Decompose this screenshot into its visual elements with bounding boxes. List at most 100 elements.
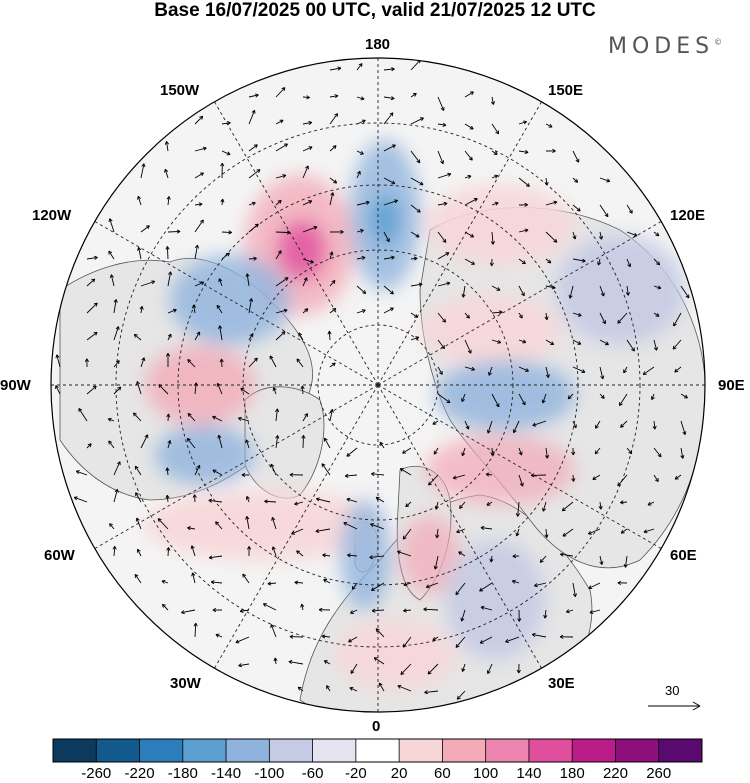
wind-vector <box>326 685 331 692</box>
wind-vector <box>464 231 475 238</box>
wind-vector <box>545 285 556 290</box>
wind-vector <box>433 555 439 570</box>
reference-vector-label: 30 <box>665 683 680 698</box>
wind-vector <box>512 420 520 434</box>
wind-vector <box>321 463 331 476</box>
wind-vector <box>399 468 412 476</box>
wind-vector <box>480 525 493 531</box>
wind-vector <box>135 517 142 530</box>
wind-vector <box>518 177 530 187</box>
wind-vector <box>240 387 250 395</box>
wind-vector <box>329 229 344 235</box>
wind-vector <box>464 339 472 354</box>
wind-vector <box>137 195 142 206</box>
colorbar-segment <box>269 739 314 762</box>
wind-vector <box>437 312 447 323</box>
colorbar-tick-label: 20 <box>390 765 408 782</box>
wind-vector <box>245 516 250 530</box>
wind-vector <box>289 472 304 477</box>
wind-vector <box>598 501 603 510</box>
wind-vector <box>166 196 171 206</box>
wind-vector <box>437 172 452 179</box>
wind-vector <box>491 201 499 206</box>
colorbar-tick-label: -60 <box>301 765 324 782</box>
wind-vector <box>275 143 288 152</box>
wind-vector <box>291 528 304 535</box>
wind-vector <box>456 690 466 700</box>
wind-vector <box>626 204 633 214</box>
wind-vector <box>455 636 466 648</box>
wind-vector <box>518 120 527 125</box>
wind-vector <box>653 231 660 237</box>
wind-vector <box>275 174 287 179</box>
wind-vector <box>349 686 358 692</box>
wind-vector <box>437 339 445 349</box>
wind-vector <box>208 555 223 560</box>
wind-vector <box>479 582 493 592</box>
wind-vector <box>402 528 412 540</box>
wind-vector <box>109 274 115 287</box>
wind-vector <box>486 663 493 675</box>
wind-vector <box>248 357 258 368</box>
wind-vector <box>86 278 96 287</box>
wind-vector <box>194 115 204 125</box>
wind-vector <box>181 609 196 615</box>
wind-vector <box>518 393 526 406</box>
wind-vector <box>515 501 520 517</box>
colorbar-segment <box>53 739 97 762</box>
wind-vector <box>139 306 144 314</box>
map-border <box>50 57 706 713</box>
wind-vector <box>375 496 385 503</box>
wind-vector <box>518 258 526 265</box>
wind-vector <box>486 501 493 506</box>
wind-vector <box>167 229 181 234</box>
wind-vector <box>410 336 420 341</box>
wind-vector <box>137 247 142 260</box>
wind-vector <box>464 91 474 98</box>
anomaly-negative-labrador <box>155 425 255 485</box>
wind-vector <box>315 497 331 503</box>
wind-vector <box>302 200 313 206</box>
wind-vector <box>518 366 529 372</box>
wind-vector <box>270 463 277 476</box>
wind-vector <box>378 682 385 692</box>
wind-vector <box>568 285 574 299</box>
wind-vector <box>248 201 256 206</box>
wind-vector <box>437 231 447 243</box>
wind-vector <box>187 526 196 531</box>
wind-vector <box>410 312 419 318</box>
wind-vector <box>108 440 115 449</box>
wind-vector <box>275 435 280 449</box>
wind-vector <box>410 117 424 125</box>
colorbar-tick-label: -260 <box>81 765 112 782</box>
wind-vector <box>134 465 142 476</box>
wind-vector <box>212 469 223 476</box>
wind-vector <box>370 523 385 530</box>
colorbar-tick-label: 100 <box>473 765 499 782</box>
wind-vector <box>594 447 601 455</box>
wind-vector <box>221 150 231 156</box>
wind-vector <box>356 119 366 125</box>
wind-vector <box>327 330 332 341</box>
wind-vector <box>371 608 385 613</box>
wind-vector <box>193 622 198 638</box>
wind-vector <box>167 271 173 287</box>
wind-vector <box>356 200 370 206</box>
wind-vector <box>458 551 466 557</box>
wind-vector <box>329 408 334 422</box>
wind-vector <box>383 112 394 125</box>
wind-vector <box>324 437 331 449</box>
wind-vector <box>194 219 204 233</box>
wind-vector <box>456 528 466 534</box>
wind-vector <box>329 145 337 152</box>
wind-vector <box>518 202 528 207</box>
wind-vector <box>296 358 304 368</box>
wind-vector <box>410 282 423 287</box>
anomaly-negative-kara <box>435 360 575 430</box>
wind-vector <box>572 177 579 183</box>
wind-vector <box>218 325 223 341</box>
colorbar-segment <box>615 739 660 762</box>
wind-vector <box>531 632 547 638</box>
wind-vector <box>350 663 358 674</box>
wind-vector <box>541 393 547 404</box>
